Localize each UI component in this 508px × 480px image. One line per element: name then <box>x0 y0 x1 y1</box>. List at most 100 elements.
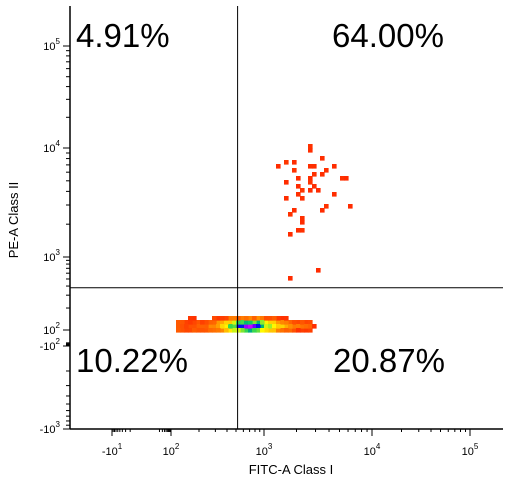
density-cell <box>280 320 285 325</box>
density-cell <box>188 320 193 325</box>
density-cell <box>332 192 337 197</box>
density-cell <box>312 324 317 329</box>
density-cell <box>208 328 213 333</box>
x-axis-label: FITC-A Class I <box>249 462 334 477</box>
density-cell <box>208 324 213 329</box>
density-cell <box>276 316 281 321</box>
density-cell <box>220 328 225 333</box>
density-cell <box>300 324 305 329</box>
density-cell <box>264 328 269 333</box>
y-tick-label: -103 <box>40 420 61 436</box>
density-cell <box>292 168 297 173</box>
density-cell <box>296 228 301 233</box>
density-cell <box>248 324 253 329</box>
density-cell <box>296 176 301 181</box>
density-cell <box>344 176 349 181</box>
density-cell <box>184 320 189 325</box>
density-cell <box>260 324 265 329</box>
density-cell <box>196 320 201 325</box>
density-cell <box>284 328 289 333</box>
density-cell <box>236 328 241 333</box>
density-cell <box>268 316 273 321</box>
quadrant-ul-label: 4.91% <box>76 17 170 54</box>
density-cell <box>224 328 229 333</box>
density-cell <box>264 316 269 321</box>
density-cell <box>256 316 261 321</box>
quadrant-ur-label: 64.00% <box>332 17 444 54</box>
density-cell <box>268 324 273 329</box>
density-cell <box>224 320 229 325</box>
density-cell <box>312 184 317 189</box>
density-cell <box>240 316 245 321</box>
density-cell <box>176 324 181 329</box>
density-cell <box>192 320 197 325</box>
density-cell <box>308 144 313 149</box>
density-cell <box>256 320 261 325</box>
density-cell <box>288 276 293 281</box>
density-cell <box>224 324 229 329</box>
density-cell <box>348 204 353 209</box>
density-cell <box>228 324 233 329</box>
density-cell <box>296 184 301 189</box>
density-cell <box>236 316 241 321</box>
density-cell <box>292 208 297 213</box>
density-cell <box>308 328 313 333</box>
density-cell <box>312 164 317 169</box>
density-cell <box>200 324 205 329</box>
density-cell <box>244 316 249 321</box>
density-cell <box>284 320 289 325</box>
density-cell <box>204 328 209 333</box>
density-cell <box>212 328 217 333</box>
density-cell <box>260 320 265 325</box>
density-cell <box>220 324 225 329</box>
density-cell <box>216 320 221 325</box>
x-tick-label: 103 <box>256 442 273 458</box>
density-cell <box>228 320 233 325</box>
x-tick-label: -101 <box>102 442 123 458</box>
density-cell <box>232 316 237 321</box>
density-cell <box>248 316 253 321</box>
density-cell <box>300 228 305 233</box>
density-cell <box>300 320 305 325</box>
density-cell <box>300 196 305 201</box>
y-tick-label: 105 <box>43 37 60 53</box>
density-cell <box>320 156 325 161</box>
density-cell <box>292 324 297 329</box>
density-cell <box>244 320 249 325</box>
density-cell <box>204 320 209 325</box>
density-cell <box>256 328 261 333</box>
density-cell <box>272 324 277 329</box>
density-cell <box>188 324 193 329</box>
x-tick-label: 102 <box>163 442 180 458</box>
density-cell <box>204 324 209 329</box>
density-cell <box>320 172 325 177</box>
density-cell <box>288 328 293 333</box>
density-cell <box>296 320 301 325</box>
density-cell <box>288 212 293 217</box>
density-cell <box>176 320 181 325</box>
density-cell <box>268 320 273 325</box>
density-cell <box>240 320 245 325</box>
density-cell <box>264 324 269 329</box>
y-axis-label: PE-A Class II <box>6 182 21 259</box>
density-cell <box>180 324 185 329</box>
density-cell <box>252 320 257 325</box>
density-cell <box>308 164 313 169</box>
density-cell <box>340 176 345 181</box>
density-cell <box>284 180 289 185</box>
density-cell <box>192 316 197 321</box>
density-cell <box>296 324 301 329</box>
y-tick-label: -102 <box>40 337 61 353</box>
density-cell <box>260 328 265 333</box>
density-cell <box>300 220 305 225</box>
density-cell <box>308 324 313 329</box>
density-cell <box>244 328 249 333</box>
density-cell <box>332 164 337 169</box>
density-cell <box>284 196 289 201</box>
density-cell <box>304 320 309 325</box>
density-cell <box>304 328 309 333</box>
density-cell <box>324 204 329 209</box>
density-cell <box>308 180 313 185</box>
